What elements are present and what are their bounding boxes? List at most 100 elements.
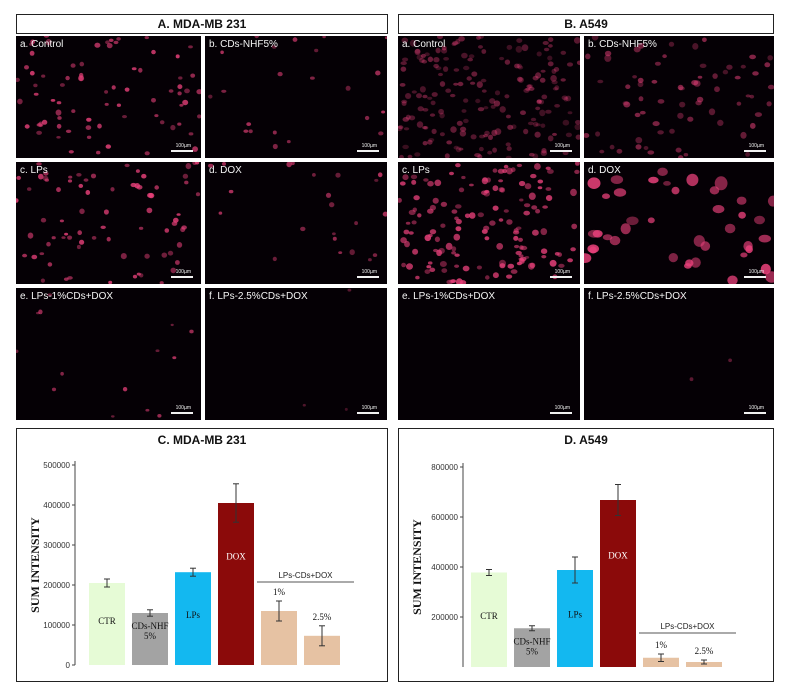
cell [57,116,62,120]
cell [332,232,336,236]
cell [657,167,668,176]
cell [514,244,520,249]
cell [534,163,541,170]
cell [426,265,432,269]
cell [671,186,680,195]
panel-label: d. DOX [209,165,242,176]
cell [182,173,189,179]
cell-field [16,36,201,156]
cell [364,115,370,121]
cell [483,106,489,110]
cell [519,198,524,202]
cell [539,99,545,105]
cell [441,45,447,51]
cell [537,179,544,184]
cell [511,124,517,130]
scale-bar [744,276,766,278]
cell [16,175,21,180]
cell [434,179,442,187]
cell [461,109,467,113]
cell [476,265,482,270]
cell [539,109,546,117]
cell [454,253,460,257]
cell [455,146,462,153]
cell [188,132,194,136]
cell [515,45,523,53]
cell [524,256,530,259]
cell [499,259,506,267]
cell [381,110,386,114]
cell [455,38,461,45]
cell [414,48,421,54]
cell [59,83,65,87]
bar-label-3: DOX [608,550,628,560]
cell [463,65,470,71]
cell [479,146,484,152]
cell [422,94,428,99]
cell [543,47,550,52]
cell [547,55,553,61]
cell [310,76,315,80]
cell [47,262,53,267]
cell [477,107,485,112]
cell [506,219,513,225]
cell [699,63,707,68]
cell [68,150,74,154]
cell [540,150,548,156]
bar-label-4: 1% [655,640,668,650]
cell [222,162,226,166]
cell [220,50,224,55]
cell [384,36,387,39]
cell [221,89,227,93]
cell [413,195,420,201]
bar-label-0: CTR [98,616,116,626]
cell [475,98,481,104]
cell [146,207,153,214]
cell [96,150,101,155]
cell [401,99,408,104]
cell [435,66,442,70]
cell [480,78,487,83]
cell [139,273,144,278]
cell [55,109,62,116]
cell [518,237,523,242]
cell [272,143,278,150]
cell [542,41,549,45]
cell [402,174,409,181]
cell [464,213,471,219]
cell [507,263,515,269]
cell [679,101,686,108]
chart-title: C. MDA-MB 231 [157,433,247,447]
cell [517,65,524,70]
cell [433,57,440,63]
cell [450,279,457,284]
cell [439,132,445,137]
cell [314,48,319,53]
cell [455,226,462,232]
panel-label: f. LPs-2.5%CDs+DOX [588,291,687,302]
cell [151,49,156,55]
cell [33,92,39,96]
cell [563,96,569,102]
cell [455,278,463,284]
cell [554,252,560,256]
cell [728,358,732,363]
cell [481,89,487,93]
cell [531,205,538,210]
cell [460,126,467,132]
cell [455,218,462,225]
y-tick-label: 300000 [43,541,70,550]
cell [338,251,343,254]
y-tick-label: 400000 [43,501,70,510]
cell [485,275,490,280]
cell [40,217,47,223]
cell [431,92,438,97]
panel-label: e. LPs-1%CDs+DOX [402,291,496,302]
cell [59,219,64,223]
cell [24,65,29,70]
cell [68,175,73,179]
cell [329,202,335,208]
cell [651,79,658,84]
cell [540,69,546,73]
cell [504,59,511,65]
